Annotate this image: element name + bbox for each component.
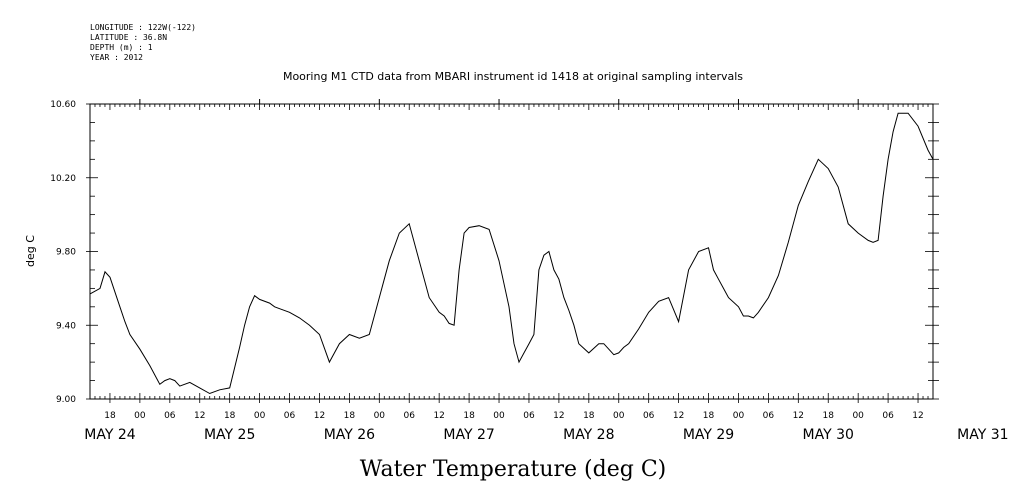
latitude-label: LATITUDE : 36.8N <box>90 33 167 42</box>
x-tick-label: 18 <box>823 411 835 421</box>
x-tick-label: 00 <box>134 411 146 421</box>
y-axis-label: deg C <box>24 235 37 267</box>
y-tick-labels: 9.00 9.40 9.80 10.20 10.60 <box>50 100 76 405</box>
x-tick-label: 18 <box>224 411 236 421</box>
day-label: MAY 25 <box>204 427 255 443</box>
x-tick-label: 12 <box>793 411 804 421</box>
depth-label: DEPTH (m) : 1 <box>90 43 153 52</box>
x-tick-label: 12 <box>433 411 444 421</box>
y-tick-label: 10.20 <box>50 174 76 184</box>
x-tick-label: 12 <box>194 411 205 421</box>
longitude-label: LONGITUDE : 122W(-122) <box>90 23 196 32</box>
y-tick-label: 10.60 <box>50 100 76 110</box>
day-labels: MAY 24 MAY 25 MAY 26 MAY 27 MAY 28 MAY 29 MAY … <box>84 427 1008 443</box>
y-tick-label: 9.40 <box>56 321 76 331</box>
x-tick-label: 18 <box>344 411 356 421</box>
x-tick-label: 12 <box>673 411 684 421</box>
x-tick-label: 18 <box>463 411 475 421</box>
day-label: MAY 28 <box>563 427 614 443</box>
x-tick-label: 00 <box>493 411 505 421</box>
x-axis-label: Water Temperature (deg C) <box>360 457 667 482</box>
day-label: MAY 31 <box>957 427 1008 443</box>
temperature-series-line <box>89 112 934 395</box>
day-label: MAY 29 <box>683 427 734 443</box>
x-tick-label: 06 <box>523 411 535 421</box>
x-tick-label: 06 <box>404 411 416 421</box>
chart-title: Mooring M1 CTD data from MBARI instrumen… <box>283 70 743 83</box>
x-tick-label: 06 <box>643 411 655 421</box>
x-tick-label: 18 <box>703 411 715 421</box>
day-label: MAY 26 <box>324 427 375 443</box>
x-tick-label: 06 <box>763 411 775 421</box>
x-tick-label: 06 <box>882 411 894 421</box>
x-tick-label: 00 <box>254 411 266 421</box>
x-tick-label: 00 <box>733 411 745 421</box>
x-tick-label: 18 <box>583 411 595 421</box>
x-tick-label: 06 <box>284 411 296 421</box>
x-tick-label: 06 <box>164 411 176 421</box>
axis-ticks <box>86 99 939 403</box>
day-label: MAY 30 <box>803 427 854 443</box>
x-tick-label: 12 <box>314 411 325 421</box>
day-label: MAY 24 <box>84 427 135 443</box>
x-tick-label: 12 <box>912 411 923 421</box>
day-label: MAY 27 <box>443 427 494 443</box>
plot-frame <box>89 103 934 400</box>
y-tick-label: 9.00 <box>56 395 76 405</box>
year-label: YEAR : 2012 <box>90 53 143 62</box>
y-tick-label: 9.80 <box>56 248 76 258</box>
x-tick-labels: 18 00 06 12 18 00 06 12 18 00 06 12 18 00 06 12 18 00 06 12… <box>104 411 924 421</box>
x-tick-label: 00 <box>613 411 625 421</box>
x-tick-label: 00 <box>374 411 386 421</box>
x-tick-label: 12 <box>553 411 564 421</box>
x-tick-label: 18 <box>104 411 116 421</box>
x-tick-label: 00 <box>852 411 864 421</box>
